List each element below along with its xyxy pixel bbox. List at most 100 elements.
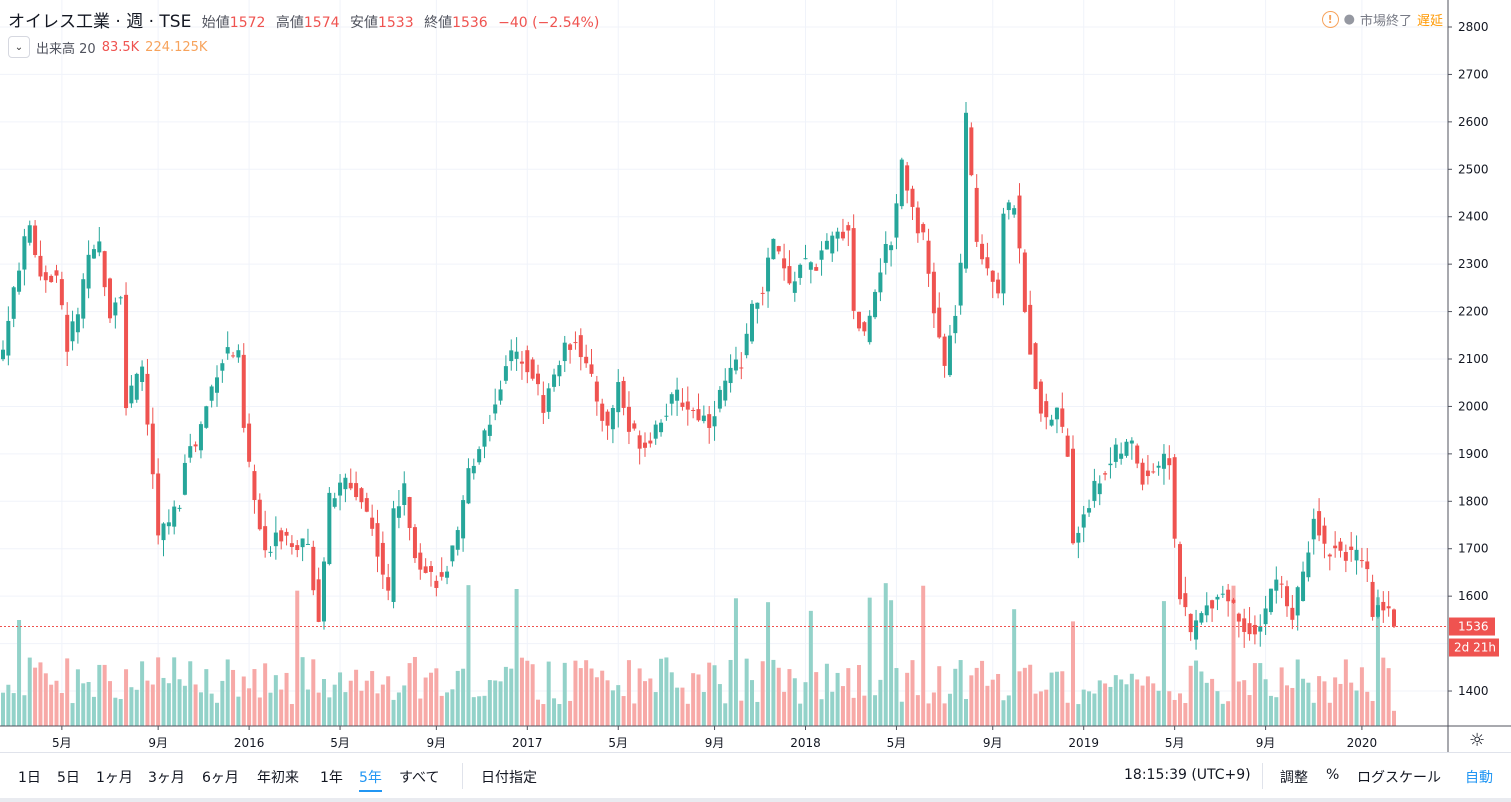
candle-body (1113, 444, 1118, 462)
volume-bar (43, 673, 48, 726)
volume-bar (1359, 667, 1364, 726)
volume-bar (739, 700, 744, 726)
volume-bar (680, 687, 685, 726)
candle-body (1338, 541, 1343, 551)
delayed-badge[interactable]: 遅延 (1416, 14, 1443, 29)
volume-bar (429, 672, 433, 726)
candle-body (209, 386, 214, 401)
candle-body (1226, 589, 1231, 602)
candle-body (1370, 581, 1375, 617)
volume-bar (792, 678, 797, 726)
adjust-button[interactable]: 調整 (1280, 770, 1308, 786)
volume-bar (840, 686, 845, 726)
candle-body (193, 444, 198, 447)
volume-bar (204, 669, 209, 726)
range-3m[interactable]: 3ヶ月 (148, 770, 185, 786)
volume-bar (418, 698, 423, 726)
auto-scale-button[interactable]: 自動 (1465, 770, 1493, 786)
volume-bar (412, 656, 417, 726)
candle-body (1215, 596, 1220, 600)
log-scale-button[interactable]: ログスケール (1357, 770, 1441, 786)
high-value: 1574 (303, 15, 340, 31)
candle-body (1076, 532, 1081, 543)
volume-bar (1044, 689, 1049, 726)
candle-body (311, 546, 316, 591)
volume-bar (717, 684, 722, 726)
countdown-box (1449, 638, 1499, 657)
volume-bar (1301, 678, 1306, 726)
range-all[interactable]: すべて (399, 770, 440, 786)
candle-body (1392, 609, 1396, 627)
volume-bar (273, 675, 278, 726)
time-tick-label: 2018 (790, 736, 821, 750)
time-tick-label: 9月 (983, 736, 1003, 750)
candle-body (1065, 435, 1070, 457)
candle-body (1167, 458, 1172, 466)
candle-body (445, 571, 450, 578)
candle-body (980, 243, 985, 260)
candle-body (423, 566, 428, 573)
candle-body (755, 302, 760, 309)
date-range-button[interactable]: 日付指定 (481, 770, 537, 786)
price-tick-label: 2200 (1458, 305, 1489, 319)
candle-body (220, 363, 225, 371)
volume-bar (1033, 693, 1038, 726)
candle-body (1306, 552, 1311, 578)
warning-icon[interactable]: ! (1321, 11, 1339, 28)
range-1y[interactable]: 1年 (320, 770, 343, 786)
candle-body (782, 258, 787, 269)
candle-body (525, 350, 530, 373)
price-tick-label: 1900 (1458, 447, 1489, 461)
volume-bar (220, 680, 225, 726)
chevron-down-icon[interactable]: ⌄ (8, 36, 30, 58)
candle-body (498, 389, 503, 401)
market-closed-text: 市場終了 (1359, 14, 1412, 29)
range-1m[interactable]: 1ヶ月 (96, 770, 133, 786)
candle-body (322, 561, 326, 622)
range-1d[interactable]: 1日 (18, 770, 41, 786)
candle-body (27, 225, 32, 243)
candle-body (124, 294, 129, 409)
candles (1, 102, 1396, 650)
candle-body (102, 251, 107, 288)
volume-bar (1151, 683, 1156, 726)
divider (1262, 763, 1263, 789)
range-5d[interactable]: 5日 (57, 770, 80, 786)
price-chart[interactable]: 2800 2700 2600 2500 2400 2300 2200 2100 2000 1900… (0, 0, 1511, 752)
volume-bar (846, 668, 851, 726)
volume-bar (177, 679, 182, 726)
candle-body (477, 449, 482, 463)
time-tick-label: 9月 (427, 736, 447, 750)
candle-body (1054, 407, 1059, 420)
candle-body (509, 350, 514, 362)
symbol-title[interactable]: オイレス工業 · 週 · TSE (8, 12, 192, 32)
candle-body (685, 401, 690, 410)
volume-bar (396, 692, 401, 726)
candle-body (1365, 561, 1370, 570)
percent-button[interactable]: % (1326, 767, 1340, 783)
price-tick-label: 1800 (1458, 494, 1489, 508)
volume-bar (953, 668, 958, 726)
volume-bar (81, 683, 86, 726)
range-5y[interactable]: 5年 (359, 767, 382, 792)
candle-body (873, 291, 878, 318)
candle-body (1172, 457, 1177, 539)
candle-body (129, 385, 134, 404)
candle-body (1268, 588, 1273, 613)
volume-bar (140, 661, 145, 726)
clock-time[interactable]: 18:15:39 (UTC+9) (1124, 767, 1251, 783)
candle-body (1140, 462, 1145, 485)
settings-gear-icon[interactable]: ☼ (1469, 730, 1486, 751)
candle-body (1343, 551, 1348, 561)
volume-bar (22, 695, 27, 726)
candle-body (594, 381, 599, 402)
range-ytd[interactable]: 年初来 (257, 770, 299, 786)
bottom-toolbar: 1日 5日 1ヶ月 3ヶ月 6ヶ月 年初来 1年 5年 すべて 日付指定 18:… (0, 752, 1511, 798)
candle-body (819, 250, 824, 260)
candle-body (161, 523, 166, 541)
volume-bar (1124, 684, 1129, 726)
range-6m[interactable]: 6ヶ月 (202, 770, 239, 786)
candle-body (22, 236, 27, 270)
volume-bar (150, 684, 155, 726)
volume-bar (696, 674, 701, 726)
